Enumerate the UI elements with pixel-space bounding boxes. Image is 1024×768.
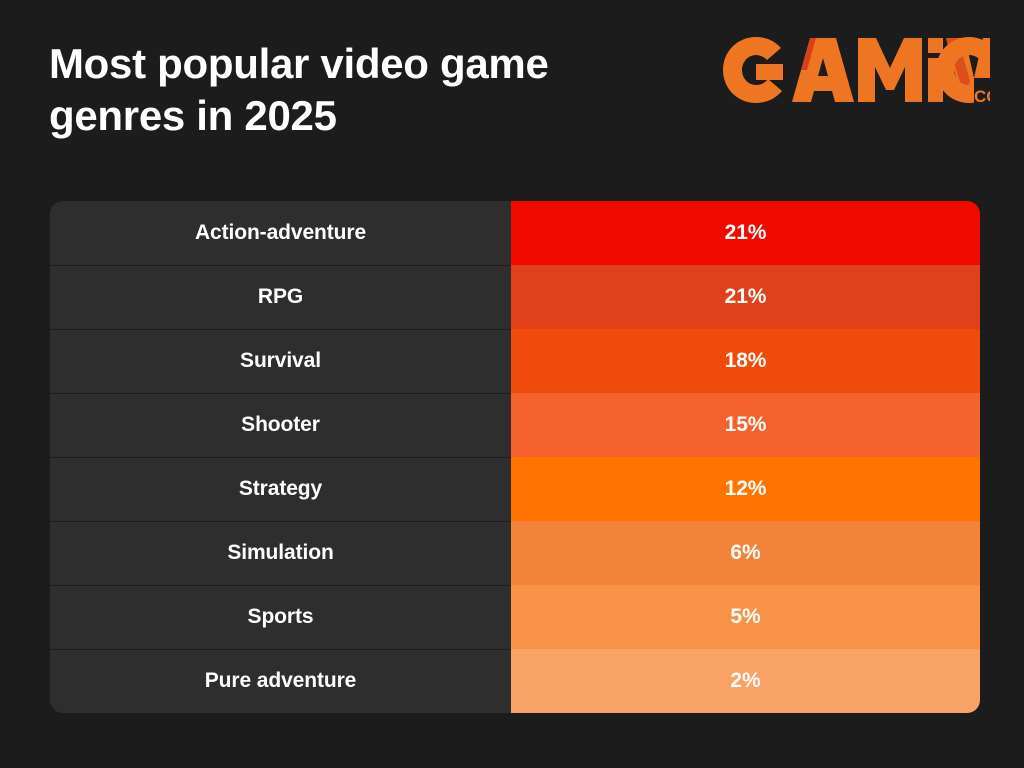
svg-text:COM: COM: [974, 87, 990, 104]
header: Most popular video game genres in 2025: [0, 0, 1024, 190]
genre-table: Action-adventure 21% RPG 21% Survival 18…: [50, 201, 980, 713]
table-row[interactable]: RPG 21%: [50, 265, 980, 329]
genre-value: 18%: [724, 349, 767, 372]
page-title: Most popular video game genres in 2025: [49, 40, 549, 139]
genre-label: Simulation: [227, 541, 334, 564]
genre-label: Strategy: [238, 477, 323, 500]
genre-label: RPG: [257, 285, 304, 308]
genre-value-cell: 21%: [511, 201, 980, 265]
genre-value: 21%: [724, 221, 767, 244]
table-row[interactable]: Survival 18%: [50, 329, 980, 393]
table-row[interactable]: Action-adventure 21%: [50, 201, 980, 265]
genre-label-cell: Action-adventure: [50, 201, 511, 265]
genre-label: Survival: [240, 349, 321, 372]
table-row[interactable]: Strategy 12%: [50, 457, 980, 521]
genre-label: Action-adventure: [194, 221, 367, 244]
genre-label-cell: RPG: [50, 265, 511, 329]
genre-value-cell: 12%: [511, 457, 980, 521]
table-row[interactable]: Simulation 6%: [50, 521, 980, 585]
genre-value: 21%: [724, 285, 767, 308]
genre-value-cell: 15%: [511, 393, 980, 457]
genre-label-cell: Sports: [50, 585, 511, 649]
genre-label-cell: Pure adventure: [50, 649, 511, 713]
genre-label-cell: Strategy: [50, 457, 511, 521]
genre-value-cell: 21%: [511, 265, 980, 329]
genre-value: 5%: [730, 605, 761, 628]
genre-value: 2%: [730, 669, 761, 692]
table-row[interactable]: Pure adventure 2%: [50, 649, 980, 713]
genre-value: 6%: [730, 541, 761, 564]
genre-label-cell: Survival: [50, 329, 511, 393]
genre-label-cell: Simulation: [50, 521, 511, 585]
genre-label: Sports: [247, 605, 314, 628]
genre-value: 12%: [724, 477, 767, 500]
genre-label-cell: Shooter: [50, 393, 511, 457]
genre-value: 15%: [724, 413, 767, 436]
table-row[interactable]: Shooter 15%: [50, 393, 980, 457]
genre-label: Shooter: [241, 413, 320, 436]
table-row[interactable]: Sports 5%: [50, 585, 980, 649]
genre-value-cell: 18%: [511, 329, 980, 393]
genre-label: Pure adventure: [204, 669, 357, 692]
genre-value-cell: 5%: [511, 585, 980, 649]
genre-value-cell: 6%: [511, 521, 980, 585]
gamivo-logo[interactable]: COM: [718, 36, 990, 104]
genre-value-cell: 2%: [511, 649, 980, 713]
